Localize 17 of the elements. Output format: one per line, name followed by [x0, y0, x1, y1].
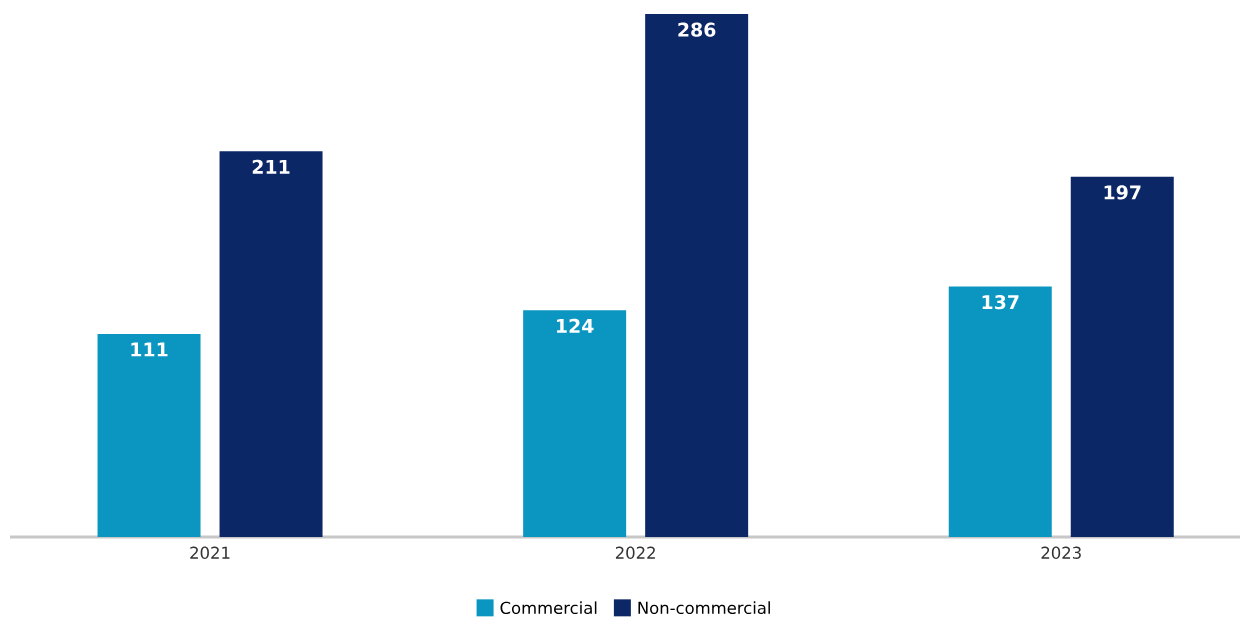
bar	[645, 14, 749, 537]
bar	[948, 286, 1052, 537]
x-tick-label: 2022	[615, 546, 655, 559]
bar	[523, 310, 627, 537]
data-label: 197	[1104, 185, 1141, 200]
data-label: 137	[982, 294, 1019, 310]
data-label: 286	[678, 22, 716, 37]
data-label: 211	[252, 159, 290, 174]
bar	[1070, 176, 1174, 537]
bar	[97, 334, 201, 537]
legend-label: Non-commercial	[638, 601, 770, 615]
data-label: 111	[131, 342, 168, 357]
data-label: 124	[557, 318, 594, 333]
legend-label: Commercial	[500, 601, 597, 615]
bar	[219, 151, 323, 537]
x-tick-label: 2023	[1041, 546, 1081, 559]
x-tick-label: 2021	[190, 546, 230, 559]
